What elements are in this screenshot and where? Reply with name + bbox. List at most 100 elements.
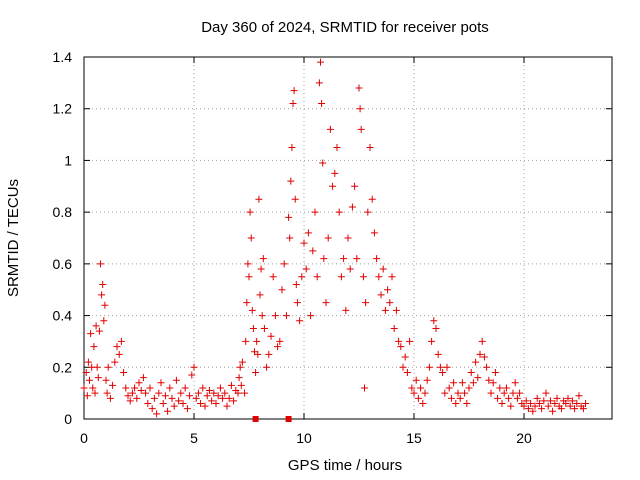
data-point — [447, 394, 455, 402]
data-point — [128, 389, 136, 397]
data-point — [472, 358, 480, 366]
data-point — [414, 394, 422, 402]
y-tick-label: 0.2 — [53, 359, 73, 375]
data-point — [236, 363, 244, 371]
x-axis-label: GPS time / hours — [288, 457, 402, 474]
data-point — [480, 353, 488, 361]
data-point — [392, 306, 400, 314]
data-points — [80, 58, 590, 422]
data-point — [234, 389, 242, 397]
data-point — [124, 392, 132, 400]
data-point — [356, 105, 364, 113]
y-tick-label: 0.4 — [53, 308, 73, 324]
data-point — [366, 144, 374, 151]
data-point — [329, 182, 337, 190]
data-point — [551, 399, 559, 407]
data-point — [177, 389, 185, 397]
data-point — [201, 402, 209, 410]
data-point — [82, 368, 90, 376]
data-point — [566, 402, 574, 410]
data-point — [568, 397, 576, 405]
data-point — [436, 363, 444, 371]
data-point — [87, 330, 95, 338]
data-point — [265, 350, 273, 358]
data-point — [540, 397, 548, 405]
data-point — [359, 273, 367, 281]
data-point — [131, 384, 139, 392]
data-point — [106, 394, 114, 402]
data-point — [549, 407, 557, 415]
data-point — [579, 405, 587, 413]
data-point — [245, 273, 253, 281]
data-point — [95, 327, 103, 335]
data-point — [254, 350, 262, 358]
data-point — [161, 392, 169, 400]
data-point — [159, 399, 167, 407]
data-point — [502, 384, 510, 392]
data-point — [417, 384, 425, 392]
data-point — [304, 229, 312, 237]
data-point — [142, 389, 150, 397]
data-point — [235, 374, 243, 382]
data-point — [381, 306, 389, 314]
data-point — [223, 402, 231, 410]
data-point — [286, 234, 294, 242]
data-point — [227, 381, 235, 389]
data-point — [197, 399, 205, 407]
data-point — [531, 402, 539, 410]
data-point — [255, 195, 263, 203]
data-point — [263, 363, 271, 371]
data-point — [476, 350, 484, 358]
data-point — [432, 325, 440, 332]
data-point — [249, 325, 257, 332]
data-point — [280, 260, 288, 268]
data-point — [494, 394, 502, 402]
data-point — [320, 255, 328, 263]
data-point — [212, 399, 220, 407]
data-point — [126, 397, 134, 405]
data-point — [557, 405, 565, 413]
data-point — [181, 384, 189, 392]
data-point — [86, 376, 93, 384]
data-point — [538, 405, 546, 413]
data-point — [390, 325, 398, 332]
data-point — [434, 350, 442, 358]
data-point — [478, 337, 486, 345]
data-point — [463, 399, 471, 407]
data-point — [500, 389, 508, 397]
data-point — [412, 376, 420, 384]
data-point — [311, 208, 319, 216]
data-point — [290, 87, 298, 95]
data-point — [102, 376, 110, 384]
data-point — [192, 394, 200, 402]
data-point — [487, 389, 495, 397]
x-tick-label: 0 — [80, 430, 88, 446]
data-point — [388, 273, 396, 281]
data-point — [452, 399, 460, 407]
data-point — [520, 402, 528, 410]
data-point — [300, 239, 308, 247]
data-point — [296, 317, 304, 325]
data-point — [507, 402, 515, 410]
data-point — [386, 299, 394, 307]
data-point — [84, 358, 92, 366]
data-point — [101, 301, 109, 309]
data-point — [113, 343, 121, 351]
data-point — [302, 265, 310, 273]
data-point — [469, 379, 477, 387]
data-point — [139, 374, 147, 382]
chart-title: Day 360 of 2024, SRMTID for receiver pot… — [201, 19, 489, 36]
data-point — [260, 325, 268, 332]
data-point — [423, 376, 431, 384]
data-point — [267, 332, 275, 340]
square-marker — [285, 416, 292, 422]
data-point — [135, 379, 143, 387]
data-point — [80, 384, 88, 392]
data-point — [439, 368, 447, 376]
data-point — [291, 195, 299, 203]
data-point — [582, 399, 590, 407]
data-point — [395, 337, 403, 345]
data-point — [344, 234, 352, 242]
data-point — [456, 394, 464, 402]
data-point — [288, 144, 296, 151]
